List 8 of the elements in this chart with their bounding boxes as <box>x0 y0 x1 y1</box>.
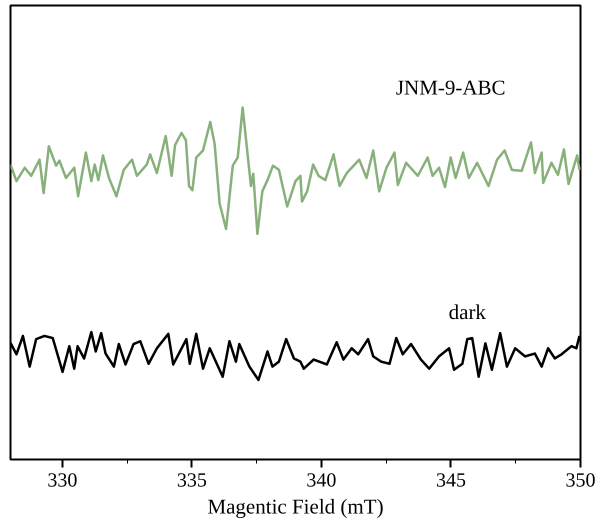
x-tick-label: 340 <box>306 470 336 492</box>
x-axis-title: Magentic Field (mT) <box>207 494 384 518</box>
series-label: dark <box>448 300 486 324</box>
x-tick-label: 330 <box>47 470 78 492</box>
x-tick-label: 335 <box>176 470 207 492</box>
text: JNM-9-ABC <box>396 76 506 100</box>
x-tick-label: 345 <box>436 470 466 492</box>
x-tick-label: 350 <box>566 470 596 492</box>
